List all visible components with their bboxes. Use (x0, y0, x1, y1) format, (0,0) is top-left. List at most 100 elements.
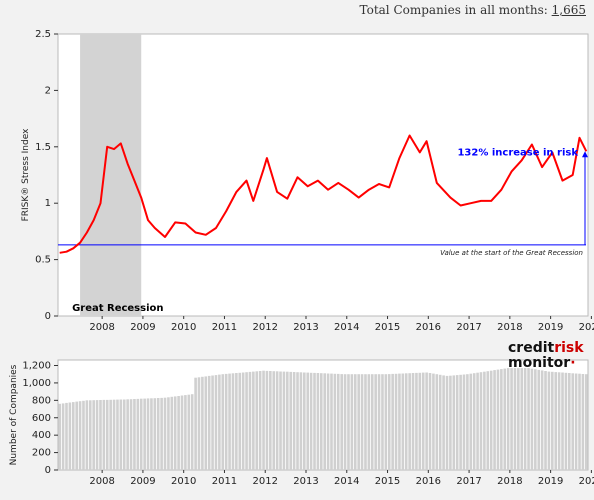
company-count-bar (105, 399, 109, 470)
company-count-bar (360, 374, 364, 470)
company-count-bar (469, 373, 473, 470)
stress-x-tick-label: 2009 (130, 322, 155, 333)
company-count-bar (571, 373, 575, 470)
company-count-bar (578, 373, 581, 470)
company-count-bar (228, 373, 231, 470)
company-count-bar (173, 396, 177, 470)
logo-line2: monitor· (508, 355, 576, 371)
company-count-bar (143, 398, 146, 470)
company-x-tick-label: 2012 (253, 476, 278, 487)
company-count-bar (116, 399, 119, 470)
company-y-tick-label: 400 (32, 430, 51, 441)
company-y-tick-label: 200 (32, 448, 51, 459)
company-count-bar (248, 371, 252, 470)
company-count-bar (170, 396, 174, 470)
company-y-tick-label: 1,200 (22, 361, 51, 372)
company-count-bar (286, 371, 289, 470)
company-count-bar (370, 374, 374, 470)
company-y-tick-label: 800 (32, 395, 51, 406)
company-count-bar (150, 398, 153, 470)
increase-annotation: 132% increase in risk (457, 147, 578, 158)
company-count-bar (520, 368, 524, 470)
company-count-bar (374, 374, 377, 470)
company-count-bar (544, 371, 547, 470)
company-count-bar (557, 372, 561, 470)
company-count-bar (289, 371, 293, 470)
company-x-tick-label: 2015 (375, 476, 400, 487)
company-count-bar (459, 374, 462, 470)
company-count-bar (581, 374, 585, 470)
company-count-bar (442, 375, 445, 470)
company-count-bar (384, 374, 388, 470)
company-count-bar (296, 372, 299, 470)
company-count-bar (119, 399, 123, 470)
company-count-bar (160, 397, 163, 470)
stress-y-tick-label: 1.5 (35, 142, 51, 153)
logo-credit-text: credit (508, 340, 555, 356)
company-count-bar (462, 374, 466, 470)
stress-y-ticks: 0 0.5 1 1.5 2 2.5 (35, 29, 58, 322)
stress-x-ticks: 2008 2009 2010 2011 2012 2013 2014 2015 2016 2017… (89, 316, 594, 333)
company-count-bar (418, 372, 422, 470)
company-count-bar (299, 372, 303, 470)
company-x-tick-label: 2008 (89, 476, 114, 487)
company-count-bar (258, 371, 262, 470)
company-count-bar (394, 373, 398, 470)
company-count-bar (316, 373, 320, 470)
company-count-bar (445, 375, 449, 470)
company-count-bar (224, 373, 228, 470)
company-count-bar (65, 402, 68, 470)
company-count-bar (231, 373, 235, 470)
company-count-bar (313, 372, 316, 470)
company-count-bar (347, 374, 350, 470)
company-count-bar (207, 375, 211, 470)
company-count-bar (109, 399, 112, 470)
company-count-bar (323, 373, 326, 470)
company-count-bar (333, 373, 337, 470)
company-count-bar (340, 374, 343, 470)
company-count-bar (88, 400, 92, 470)
company-count-bar (534, 369, 537, 470)
company-y-tick-label: 0 (45, 465, 51, 476)
increase-arrowhead (582, 151, 588, 158)
company-count-bar (275, 371, 279, 470)
company-count-bar (58, 403, 61, 470)
company-count-bar (129, 399, 133, 470)
company-count-bar (428, 373, 432, 470)
stress-x-tick-label: 2015 (375, 322, 400, 333)
total-companies-text: Total Companies in all months: (359, 3, 548, 17)
logo-mark: · (570, 355, 575, 371)
company-count-bar (506, 368, 510, 470)
logo-risk-text: risk (554, 340, 584, 356)
company-count-bar (279, 371, 282, 470)
company-count-bar (282, 371, 286, 470)
company-count-bar (102, 399, 106, 470)
company-count-bar (214, 375, 218, 470)
company-count-bar (153, 398, 157, 470)
company-count-bar (493, 370, 496, 470)
company-count-bar (432, 373, 435, 470)
company-count-bar (574, 373, 578, 470)
company-count-bar (503, 368, 507, 470)
company-count-bar (489, 370, 493, 470)
company-count-bar (112, 399, 116, 470)
company-y-ticks: 0 200 400 600 800 1,000 1,200 (22, 361, 58, 476)
creditriskmonitor-logo: creditrisk monitor· (508, 340, 584, 371)
stress-x-tick-label: 2014 (334, 322, 359, 333)
company-count-bar (500, 369, 503, 470)
company-x-tick-label: 2016 (416, 476, 441, 487)
logo-line1: creditrisk (508, 340, 584, 356)
company-count-bar (561, 372, 564, 470)
company-count-bar (554, 372, 558, 470)
company-count-bar (523, 368, 527, 470)
company-count-bar (455, 375, 459, 470)
total-companies-count[interactable]: 1,665 (551, 3, 586, 17)
company-count-bar (82, 400, 85, 470)
company-count-bar (252, 371, 255, 470)
company-x-tick-label: 2019 (538, 476, 563, 487)
company-count-bar (472, 373, 476, 470)
company-count-bar (411, 373, 415, 470)
company-count-bar (483, 371, 486, 470)
company-count-bar (190, 394, 194, 470)
company-count-bar (547, 371, 551, 470)
